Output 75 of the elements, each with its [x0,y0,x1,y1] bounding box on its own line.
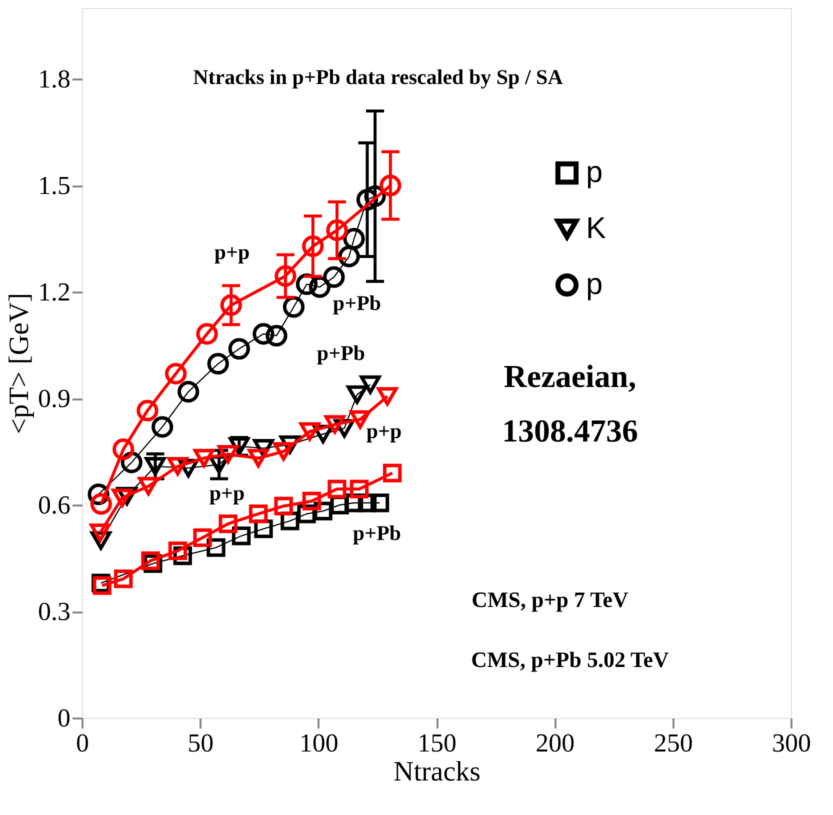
point [220,294,242,316]
point [360,375,381,394]
y-tick-label: 0.3 [38,597,70,626]
y-tick-label: 0.9 [38,384,70,413]
point [218,444,238,464]
annotation: p+p [209,481,245,505]
annotation: p+p [366,419,402,443]
point [138,476,159,496]
annotation: p+Pb [316,341,366,365]
point [252,323,274,345]
point [382,464,402,482]
annotation: p+p [214,240,250,264]
point [302,235,324,258]
point [323,266,345,288]
point [207,352,229,375]
x-tick-label: 150 [418,728,456,758]
point [178,380,200,403]
point [370,494,390,512]
y-tick-label: 1.2 [38,278,70,306]
point [228,338,250,360]
x-tick-label: 50 [188,728,214,758]
point [112,488,133,508]
x-tick-label: 250 [654,728,693,758]
point [112,438,134,460]
y-tick-label: 1.5 [38,171,70,200]
point [266,324,288,346]
point [274,265,296,287]
point [248,448,269,468]
point [346,385,368,404]
legend-label: p [586,268,603,301]
point [152,416,174,438]
text: Ntracks in p+Pb data rescaled by Sp / SA [193,65,564,89]
y-tick-label: 0.6 [38,490,70,520]
point [194,448,214,468]
point [299,422,320,441]
x-tick-label: 100 [299,728,338,758]
annotation: CMS, p+Pb 5.02 TeV [471,647,669,672]
point [282,296,305,318]
point [274,496,293,516]
y-axis-title: <pT> [GeV] [4,292,35,434]
point [196,323,218,345]
x-tick-label: 200 [536,728,575,758]
point [302,492,322,510]
y-tick-label: 0 [58,704,70,732]
point [350,480,369,498]
legend-label: K [586,212,606,245]
point [248,504,268,524]
point [193,528,212,547]
point [167,457,188,476]
point [168,541,188,560]
y-tick-label: 1.8 [38,64,70,94]
point [218,514,238,534]
point [136,400,158,422]
annotation: p+Pb [332,291,382,315]
point [164,362,187,384]
point [328,480,346,498]
x-tick-label: 300 [772,728,811,758]
annotation: p+Pb [352,521,402,545]
point [308,276,331,298]
point [144,457,166,476]
point [376,387,398,406]
legend-label: p [586,156,603,189]
point [343,228,365,250]
point [324,415,346,434]
x-axis-title: Ntracks [393,756,481,788]
x-tick-label: 0 [76,728,89,758]
point [141,551,160,570]
point [326,219,348,242]
point [90,523,111,542]
point [380,174,402,196]
point [273,442,294,461]
point [90,493,112,515]
annotation: CMS, p+p 7 TeV [472,587,629,612]
point [114,570,133,588]
annotation: Rezaeian, 1308.4736 [502,358,638,448]
